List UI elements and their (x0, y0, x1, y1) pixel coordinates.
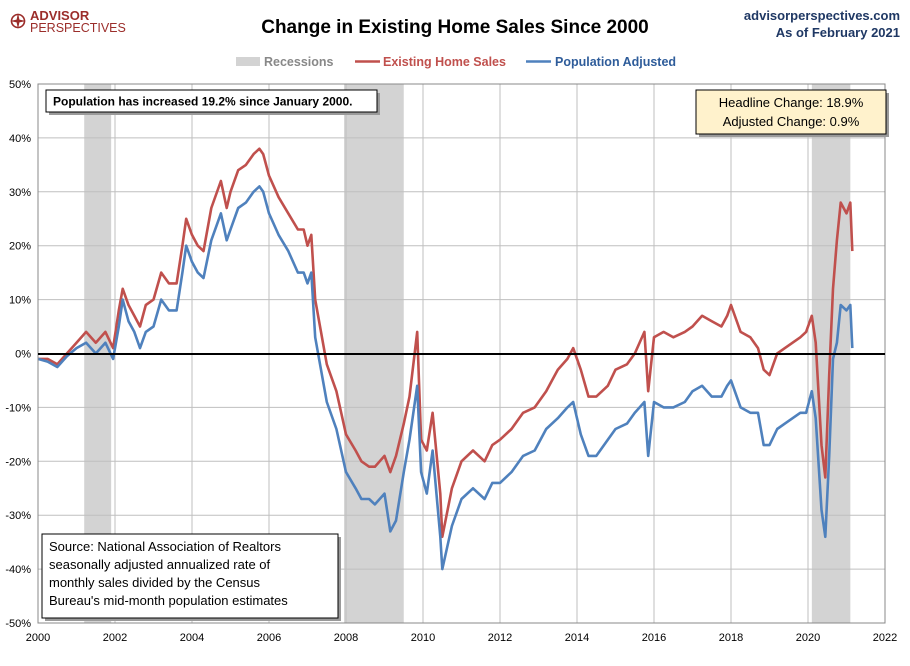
x-tick-label: 2014 (565, 632, 589, 644)
population-adjusted-line (37, 185, 854, 571)
legend-existing-label: Existing Home Sales (383, 55, 506, 69)
x-tick-label: 2006 (257, 632, 281, 644)
y-tick-label: -40% (5, 564, 31, 576)
source-note-box (41, 533, 339, 619)
logo-compass-star (10, 13, 26, 29)
y-tick-label: 50% (9, 79, 31, 91)
population-note-text: Population has increased 19.2% since Jan… (53, 95, 352, 109)
headline-change-text: Headline Change: 18.9% (719, 95, 864, 110)
adjusted-change-text: Adjusted Change: 0.9% (723, 114, 860, 129)
x-tick-labels: 2000 2002 2004 2006 2008 2010 2012 2014 2016 2018… (26, 632, 897, 644)
x-tick-label: 2022 (873, 632, 897, 644)
x-tick-label: 2004 (180, 632, 204, 644)
logo: ADVISOR PERSPECTIVES (10, 8, 126, 35)
change-note-box (695, 89, 887, 135)
legend-recessions-swatch (236, 57, 260, 66)
y-tick-labels: 50% 40% 30% 20% 10% 0% -10% -20% -30% -40% -50% (5, 79, 31, 630)
y-tick-label: 40% (9, 133, 31, 145)
y-tick-label: 30% (9, 187, 31, 199)
y-tick-label: 10% (9, 295, 31, 307)
as-of-date: As of February 2021 (776, 25, 900, 40)
x-tick-label: 2020 (796, 632, 820, 644)
source-line-1: Source: National Association of Realtors (49, 539, 281, 554)
logo-line1: ADVISOR (30, 8, 90, 23)
source-line-2: seasonally adjusted annualized rate of (49, 557, 271, 572)
source-line-3: monthly sales divided by the Census (49, 575, 261, 590)
population-note-box (45, 89, 378, 113)
x-tick-label: 2000 (26, 632, 50, 644)
legend: Recessions Existing Home Sales Populatio… (236, 55, 676, 69)
change-note: Headline Change: 18.9% Adjusted Change: … (695, 89, 889, 137)
x-tick-label: 2018 (719, 632, 743, 644)
source-line-4: Bureau's mid-month population estimates (49, 593, 288, 608)
site-url: advisorperspectives.com (744, 8, 900, 23)
existing-home-sales-line (38, 147, 854, 539)
legend-recessions-label: Recessions (264, 55, 334, 69)
population-note: Population has increased 19.2% since Jan… (45, 89, 380, 115)
legend-adjusted-label: Population Adjusted (555, 55, 676, 69)
x-tick-label: 2008 (334, 632, 358, 644)
y-tick-label: -50% (5, 618, 31, 630)
x-tick-label: 2016 (642, 632, 666, 644)
chart-title: Change in Existing Home Sales Since 2000 (261, 17, 649, 38)
x-tick-label: 2010 (411, 632, 435, 644)
x-tick-label: 2012 (488, 632, 512, 644)
logo-line2: PERSPECTIVES (30, 21, 126, 35)
y-tick-label: -20% (5, 456, 31, 468)
series-lines (37, 147, 854, 571)
y-tick-label: -30% (5, 510, 31, 522)
x-tick-label: 2002 (103, 632, 127, 644)
y-tick-label: -10% (5, 402, 31, 414)
source-note: Source: National Association of Realtors… (41, 533, 341, 621)
y-tick-label: 20% (9, 241, 31, 253)
y-tick-label: 0% (15, 349, 31, 361)
